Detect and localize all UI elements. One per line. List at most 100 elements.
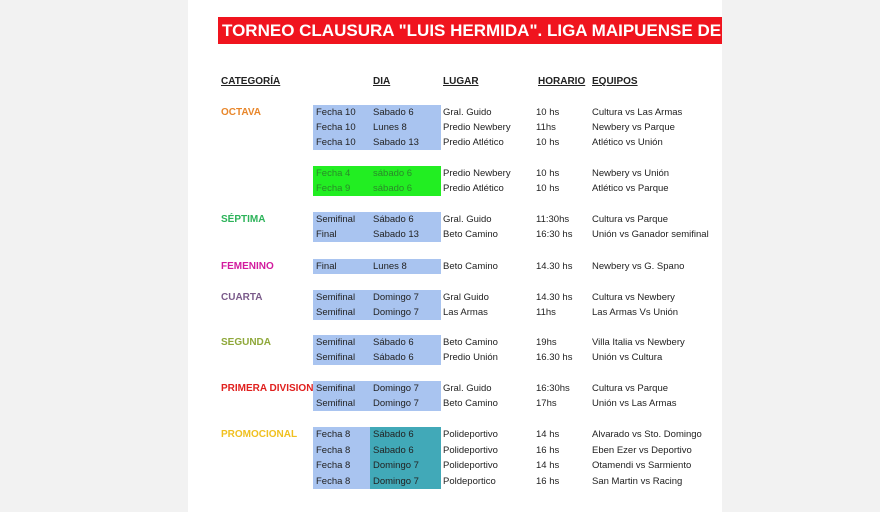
cell-dia: Sábado 6	[373, 352, 414, 363]
cell-lugar: Beto Camino	[443, 229, 498, 240]
cell-horario: 10 hs	[536, 107, 560, 118]
highlight-block	[313, 427, 370, 489]
cell-horario: 16 hs	[536, 475, 560, 487]
cell-equipos: Cultura vs Newbery	[592, 292, 675, 303]
cell-equipos: Otamendi vs Sarmiento	[592, 460, 692, 471]
cell-lugar: Polideportivo	[443, 460, 498, 471]
cell-lugar: Polideportivo	[443, 444, 498, 456]
cell-fecha: Semifinal	[316, 307, 356, 318]
cell-dia: Sabado 13	[373, 229, 419, 240]
header-horario: HORARIO	[538, 76, 586, 87]
cell-dia: Domingo 7	[373, 307, 419, 318]
cell-dia: Lunes 8	[373, 122, 407, 133]
spreadsheet-sheet	[188, 0, 722, 512]
cell-horario: 14 hs	[536, 429, 560, 440]
cell-fecha: Fecha 4	[316, 168, 351, 179]
category-label: PROMOCIONAL	[221, 429, 298, 440]
cell-dia: Domingo 7	[373, 460, 419, 471]
cell-horario: 16 hs	[536, 444, 560, 456]
cell-equipos: Atlético vs Parque	[592, 183, 669, 194]
cell-lugar: Las Armas	[443, 307, 488, 318]
cell-lugar: Poldeportico	[443, 475, 496, 487]
category-label: OCTAVA	[221, 107, 261, 118]
cell-horario: 16.30 hs	[536, 352, 573, 363]
cell-horario: 17hs	[536, 398, 557, 409]
cell-equipos: Alvarado vs Sto. Domingo	[592, 429, 702, 440]
highlight-block	[313, 335, 441, 365]
cell-lugar: Predio Newbery	[443, 122, 511, 133]
cell-fecha: Semifinal	[316, 214, 356, 225]
cell-lugar: Predio Atlético	[443, 137, 504, 148]
cell-dia: Sábado 6	[373, 337, 414, 348]
cell-lugar: Predio Unión	[443, 352, 498, 363]
cell-dia: Sabado 13	[373, 137, 419, 148]
cell-equipos: Newbery vs G. Spano	[592, 261, 685, 272]
category-label: FEMENINO	[221, 261, 274, 272]
cell-horario: 14.30 hs	[536, 292, 573, 303]
cell-fecha: Fecha 10	[316, 107, 356, 118]
cell-dia: sábado 6	[373, 168, 413, 179]
cell-fecha: Fecha 8	[316, 475, 351, 487]
cell-lugar: Beto Camino	[443, 398, 498, 409]
header-categoria: CATEGORÍA	[221, 76, 281, 87]
cell-dia: Sábado 6	[373, 429, 414, 440]
cell-horario: 10 hs	[536, 168, 560, 179]
highlight-block	[313, 166, 441, 196]
category-label: SÉPTIMA	[221, 214, 266, 225]
cell-fecha: Fecha 9	[316, 183, 351, 194]
cell-equipos: Unión vs Ganador semifinal	[592, 229, 709, 240]
category-label: CUARTA	[221, 292, 263, 303]
cell-horario: 14.30 hs	[536, 261, 573, 272]
cell-equipos: Eben Ezer vs Deportivo	[592, 444, 692, 456]
cell-dia: Sabado 6	[373, 444, 414, 456]
cell-equipos: Cultura vs Parque	[592, 383, 669, 394]
cell-fecha: Final	[316, 229, 337, 240]
highlight-block	[313, 212, 441, 242]
highlight-block	[313, 105, 441, 150]
cell-dia: Domingo 7	[373, 475, 419, 487]
cell-equipos: Unión vs Las Armas	[592, 398, 677, 409]
cell-horario: 11hs	[536, 122, 556, 133]
highlight-block	[313, 381, 441, 411]
cell-horario: 10 hs	[536, 183, 560, 194]
cell-fecha: Fecha 10	[316, 122, 356, 133]
cell-equipos: Unión vs Cultura	[592, 352, 663, 363]
cell-lugar: Predio Atlético	[443, 183, 504, 194]
cell-fecha: Semifinal	[316, 337, 356, 348]
cell-horario: 19hs	[536, 337, 557, 348]
cell-horario: 16:30hs	[536, 383, 570, 394]
cell-horario: 11:30hs	[536, 214, 570, 225]
cell-lugar: Beto Camino	[443, 337, 498, 348]
cell-fecha: Fecha 8	[316, 444, 351, 456]
cell-dia: Sábado 6	[373, 214, 414, 225]
cell-lugar: Gral. Guido	[443, 214, 492, 225]
cell-fecha: Final	[316, 261, 337, 272]
cell-equipos: Villa Italia vs Newbery	[592, 337, 685, 348]
cell-dia: Sabado 6	[373, 107, 414, 118]
header-equipos: EQUIPOS	[592, 76, 638, 87]
cell-horario: 11hs	[536, 307, 556, 318]
cell-horario: 10 hs	[536, 137, 560, 148]
cell-fecha: Fecha 8	[316, 460, 351, 471]
cell-horario: 14 hs	[536, 460, 560, 471]
cell-dia: Domingo 7	[373, 292, 419, 303]
cell-equipos: Las Armas Vs Unión	[592, 307, 679, 318]
cell-lugar: Beto Camino	[443, 261, 498, 272]
category-label: PRIMERA DIVISION	[221, 383, 314, 394]
cell-fecha: Semifinal	[316, 398, 356, 409]
cell-lugar: Gral. Guido	[443, 383, 492, 394]
cell-equipos: San Martin vs Racing	[592, 475, 683, 487]
cell-equipos: Atlético vs Unión	[592, 137, 663, 148]
cell-fecha: Semifinal	[316, 383, 356, 394]
tournament-title-banner: TORNEO CLAUSURA "LUIS HERMIDA". LIGA MAI…	[218, 17, 722, 44]
cell-equipos: Newbery vs Parque	[592, 122, 675, 133]
cell-fecha: Fecha 10	[316, 137, 356, 148]
cell-equipos: Cultura vs Las Armas	[592, 107, 683, 118]
highlight-block	[313, 259, 441, 274]
cell-lugar: Polideportivo	[443, 429, 498, 440]
highlight-block	[313, 290, 441, 320]
cell-lugar: Gral. Guido	[443, 107, 492, 118]
cell-fecha: Semifinal	[316, 352, 356, 363]
cell-dia: sábado 6	[373, 183, 413, 194]
cell-fecha: Semifinal	[316, 292, 356, 303]
